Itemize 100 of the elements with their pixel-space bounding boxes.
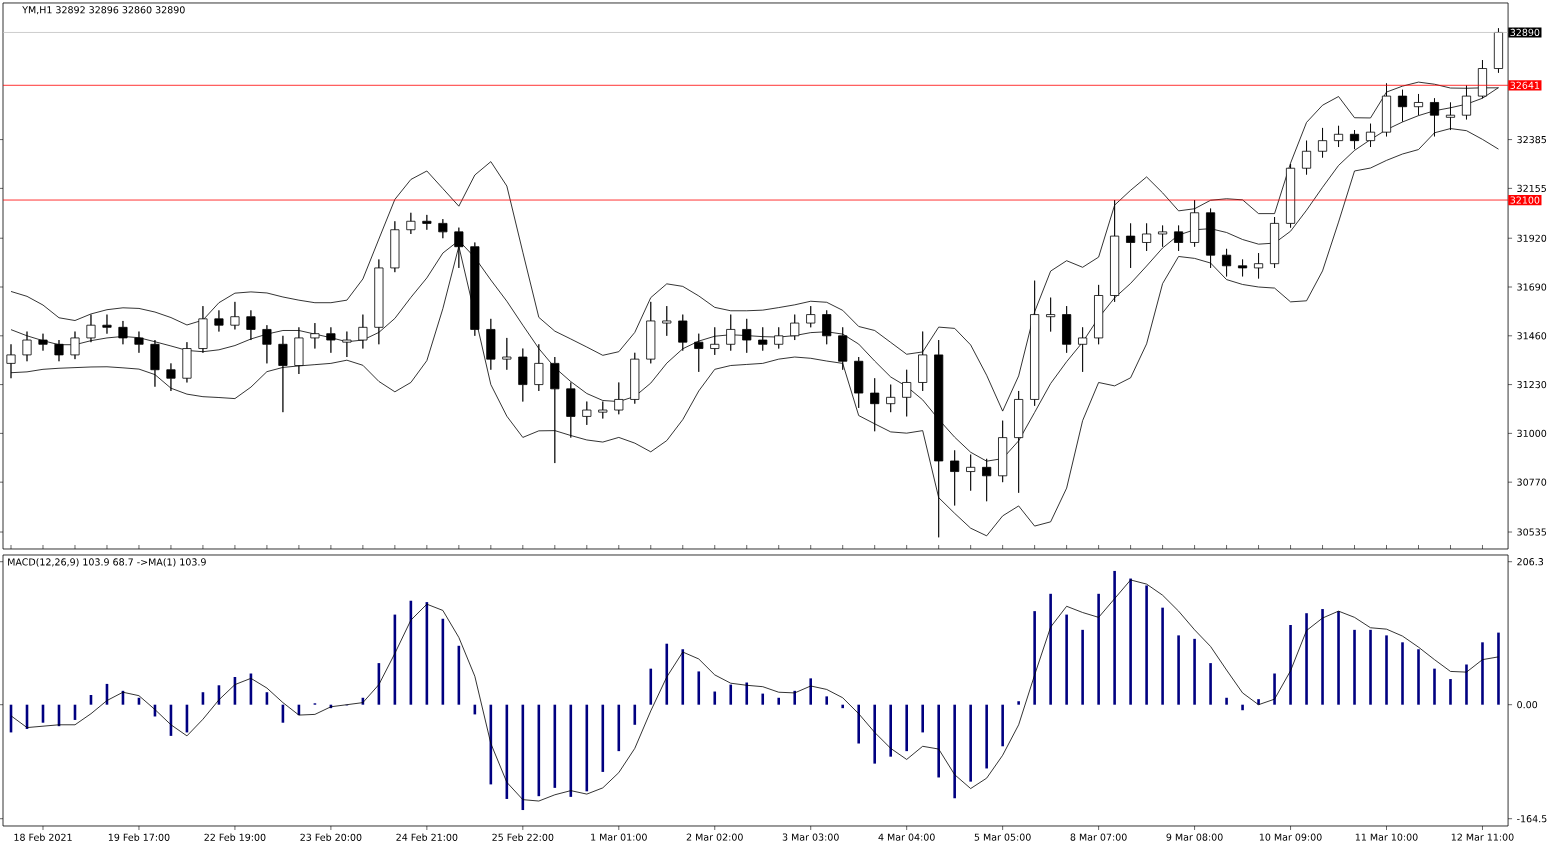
candlestick	[102, 314, 112, 335]
bar	[1001, 704, 1004, 747]
ref-line-label: 32100	[1510, 196, 1540, 204]
candlestick	[614, 382, 624, 415]
candlestick	[1365, 123, 1376, 148]
candlestick	[1110, 199, 1120, 303]
bar	[1161, 607, 1164, 705]
bar	[809, 678, 813, 705]
candlestick	[726, 314, 736, 352]
bar	[729, 684, 733, 705]
candlestick	[1062, 305, 1072, 354]
y-tick-label: 31460	[1517, 332, 1547, 340]
candlestick	[630, 352, 640, 405]
bar	[1417, 649, 1420, 705]
candlestick	[566, 382, 576, 439]
x-tick-label: 11 Mar 10:00	[1355, 833, 1418, 841]
candlestick	[646, 301, 656, 364]
bar	[921, 704, 924, 733]
bar	[777, 697, 781, 705]
candlestick	[1158, 225, 1168, 248]
x-tick-label: 10 Mar 09:00	[1259, 833, 1322, 841]
bar	[1273, 673, 1276, 705]
candlestick	[838, 326, 848, 371]
candlestick	[678, 314, 688, 352]
candlestick	[662, 305, 672, 337]
candlestick	[470, 242, 480, 337]
candlestick	[1206, 208, 1216, 269]
y-tick-label: 30770	[1517, 478, 1547, 486]
candlestick	[374, 259, 384, 345]
bar	[841, 704, 845, 709]
candlestick	[342, 331, 352, 358]
bar	[745, 682, 749, 705]
bar	[1145, 585, 1148, 705]
x-tick-label: 23 Feb 20:00	[300, 833, 362, 841]
candlestick	[870, 377, 880, 432]
bar	[1209, 663, 1212, 705]
candlestick	[70, 331, 80, 360]
candlestick	[438, 218, 448, 239]
bar	[1129, 578, 1132, 705]
bar	[1113, 570, 1116, 705]
candlestick	[1190, 199, 1200, 248]
candlestick	[742, 318, 752, 354]
bar	[969, 704, 972, 782]
bar	[713, 691, 717, 705]
bar	[1385, 635, 1388, 705]
y-tick-label: 31000	[1517, 429, 1547, 437]
candlestick	[198, 305, 208, 354]
y-tick-label: 31230	[1517, 380, 1547, 389]
candlestick	[390, 220, 400, 273]
bar	[953, 704, 956, 799]
chart-title: MACD(12,26,9) 103.9 68.7 ->MA(1) 103.9	[8, 558, 206, 567]
candlestick	[134, 331, 144, 354]
candlestick	[1413, 93, 1424, 116]
candlestick	[182, 341, 192, 383]
x-tick-label: 12 Mar 11:00	[1451, 833, 1514, 841]
bar	[889, 704, 892, 757]
x-tick-label: 3 Mar 03:00	[782, 833, 839, 841]
bar	[1369, 629, 1372, 705]
candlestick	[1493, 27, 1504, 74]
bar	[1465, 664, 1468, 705]
bar	[649, 668, 653, 705]
candlestick	[86, 314, 96, 343]
candlestick	[1142, 222, 1152, 252]
bar	[1033, 611, 1036, 705]
bar	[825, 696, 829, 705]
candlestick	[214, 309, 224, 332]
bar	[697, 671, 701, 705]
x-tick-label: 24 Feb 21:00	[396, 833, 458, 841]
candlestick	[422, 214, 432, 231]
candlestick	[54, 339, 64, 362]
candlestick	[406, 212, 416, 235]
bar	[1481, 642, 1484, 705]
bar	[985, 704, 988, 769]
bar	[633, 704, 637, 725]
candlestick	[118, 320, 128, 345]
bar	[1433, 668, 1436, 705]
candlestick	[294, 326, 304, 375]
candlestick	[534, 343, 544, 392]
candlestick	[1285, 163, 1296, 229]
candlestick	[806, 305, 816, 328]
y-tick-label: 30535	[1517, 528, 1546, 536]
candlestick	[246, 309, 256, 341]
x-tick-label: 19 Feb 17:00	[108, 833, 170, 841]
y-tick-label: 31920	[1517, 234, 1547, 242]
candlestick	[710, 326, 720, 356]
bar	[1177, 635, 1180, 705]
bar	[1097, 593, 1100, 705]
bar	[1401, 642, 1404, 705]
candlestick	[966, 454, 976, 492]
candlestick	[1126, 222, 1136, 269]
bar	[1497, 632, 1500, 705]
y-tick-label: -164.5	[1517, 815, 1547, 823]
bar	[857, 704, 860, 744]
candlestick	[918, 331, 928, 392]
candlestick	[598, 401, 608, 419]
ref-line-label: 32641	[1510, 81, 1540, 89]
candlestick	[902, 369, 912, 417]
candlestick	[38, 333, 48, 352]
bar	[1449, 679, 1452, 705]
candlestick	[310, 322, 320, 349]
